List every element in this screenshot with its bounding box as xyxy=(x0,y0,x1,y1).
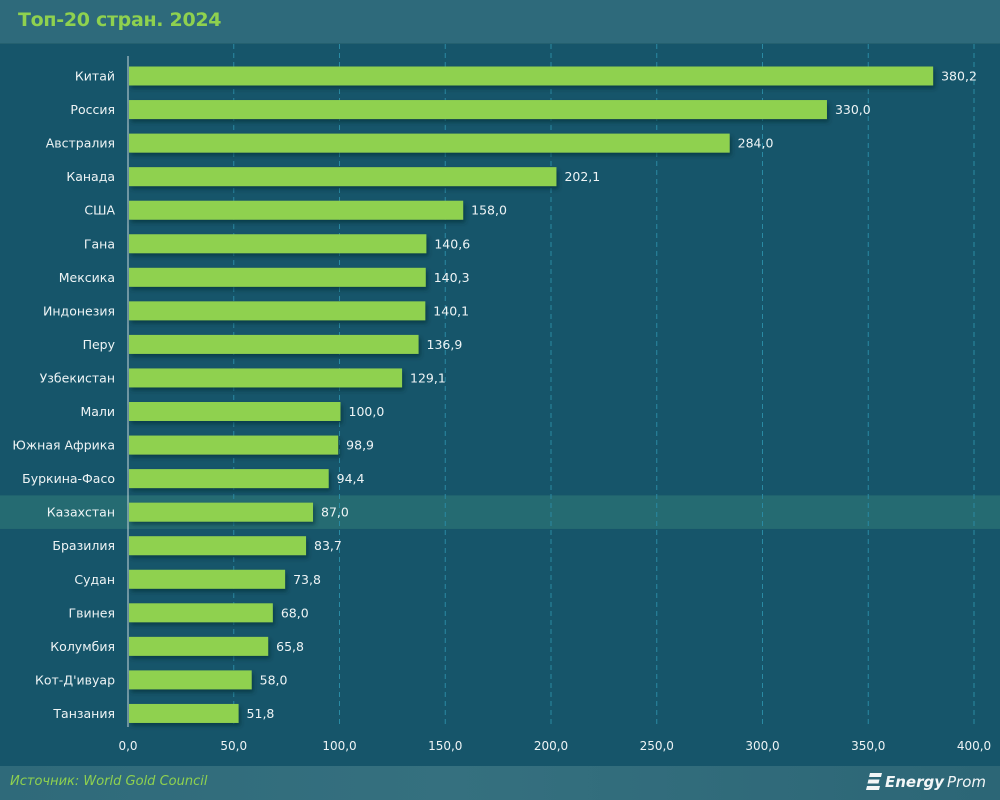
value-label: 87,0 xyxy=(321,505,349,520)
value-label: 100,0 xyxy=(349,404,385,419)
category-label: Австралия xyxy=(46,136,115,151)
value-label: 94,4 xyxy=(337,471,365,486)
x-tick-label: 300,0 xyxy=(745,739,779,753)
category-label: Индонезия xyxy=(43,303,115,318)
value-label: 98,9 xyxy=(346,438,374,453)
value-label: 136,9 xyxy=(427,337,463,352)
x-tick-label: 50,0 xyxy=(220,739,247,753)
bar xyxy=(129,603,273,623)
category-label: Канада xyxy=(66,169,115,184)
x-tick-label: 200,0 xyxy=(534,739,568,753)
bar xyxy=(129,301,426,321)
category-label: Бразилия xyxy=(52,538,115,553)
category-label: Перу xyxy=(83,337,116,352)
category-label: Мали xyxy=(80,404,115,419)
category-label: Кот-Д'ивуар xyxy=(35,672,115,687)
bar xyxy=(129,402,341,421)
x-tick-label: 250,0 xyxy=(640,739,674,753)
bar xyxy=(129,435,339,455)
chart-title: Топ-20 стран. 2024 xyxy=(18,9,222,31)
bar xyxy=(129,502,314,522)
bar xyxy=(129,66,934,86)
category-label: Китай xyxy=(75,69,115,84)
category-label: Казахстан xyxy=(47,505,115,520)
bar xyxy=(129,334,419,354)
value-label: 51,8 xyxy=(247,706,275,721)
category-label: Танзания xyxy=(52,706,115,721)
category-label: Колумбия xyxy=(50,639,115,654)
source-note: Источник: World Gold Council xyxy=(10,774,208,789)
bar xyxy=(129,536,307,556)
category-label: Узбекистан xyxy=(40,370,115,385)
plot-area: Китай 380,2 Россия 330,0 Австралия 284,0 Канад… xyxy=(0,44,1000,766)
value-label: 140,3 xyxy=(434,270,470,285)
bar xyxy=(129,267,426,287)
bar xyxy=(129,200,464,220)
value-label: 202,1 xyxy=(564,169,600,184)
bar xyxy=(129,636,269,656)
header-bar: Топ-20 стран. 2024 xyxy=(0,0,1000,44)
x-tick-label: 150,0 xyxy=(428,739,462,753)
value-label: 68,0 xyxy=(281,605,309,620)
bar xyxy=(129,133,730,153)
category-label: Буркина-Фасо xyxy=(22,471,115,486)
logo-text-light: Prom xyxy=(946,773,986,791)
footer-bar: Источник: World Gold Council Energy Prom xyxy=(0,766,1000,800)
value-label: 284,0 xyxy=(738,136,774,151)
x-tick-label: 0,0 xyxy=(118,739,137,753)
category-label: Гвинея xyxy=(69,605,116,620)
logo-text-bold: Energy xyxy=(884,773,944,791)
category-label: США xyxy=(84,203,115,218)
bar xyxy=(129,703,239,723)
value-label: 140,1 xyxy=(433,303,469,318)
x-tick-label: 350,0 xyxy=(851,739,885,753)
category-label: Россия xyxy=(70,102,115,117)
bar xyxy=(129,368,403,388)
bar xyxy=(129,167,557,187)
bar-chart: Китай 380,2 Россия 330,0 Австралия 284,0 Канад… xyxy=(0,44,1000,753)
value-label: 140,6 xyxy=(434,236,470,251)
x-tick-label: 100,0 xyxy=(322,739,356,753)
value-label: 65,8 xyxy=(276,639,304,654)
energyprom-logo: Energy Prom xyxy=(865,772,986,792)
bar xyxy=(129,100,827,120)
value-label: 83,7 xyxy=(314,538,342,553)
value-label: 158,0 xyxy=(471,203,507,218)
bar xyxy=(129,234,427,254)
bar xyxy=(129,469,329,489)
value-label: 129,1 xyxy=(410,370,446,385)
category-label: Южная Африка xyxy=(12,438,115,453)
bar xyxy=(129,569,286,589)
category-label: Судан xyxy=(74,572,115,587)
category-label: Гана xyxy=(84,236,115,251)
value-label: 58,0 xyxy=(260,672,288,687)
value-label: 330,0 xyxy=(835,102,871,117)
x-tick-label: 400,0 xyxy=(957,739,991,753)
value-label: 380,2 xyxy=(941,69,977,84)
bar xyxy=(129,670,252,690)
category-label: Мексика xyxy=(59,270,115,285)
energyprom-logo-icon xyxy=(865,773,882,790)
value-label: 73,8 xyxy=(293,572,321,587)
